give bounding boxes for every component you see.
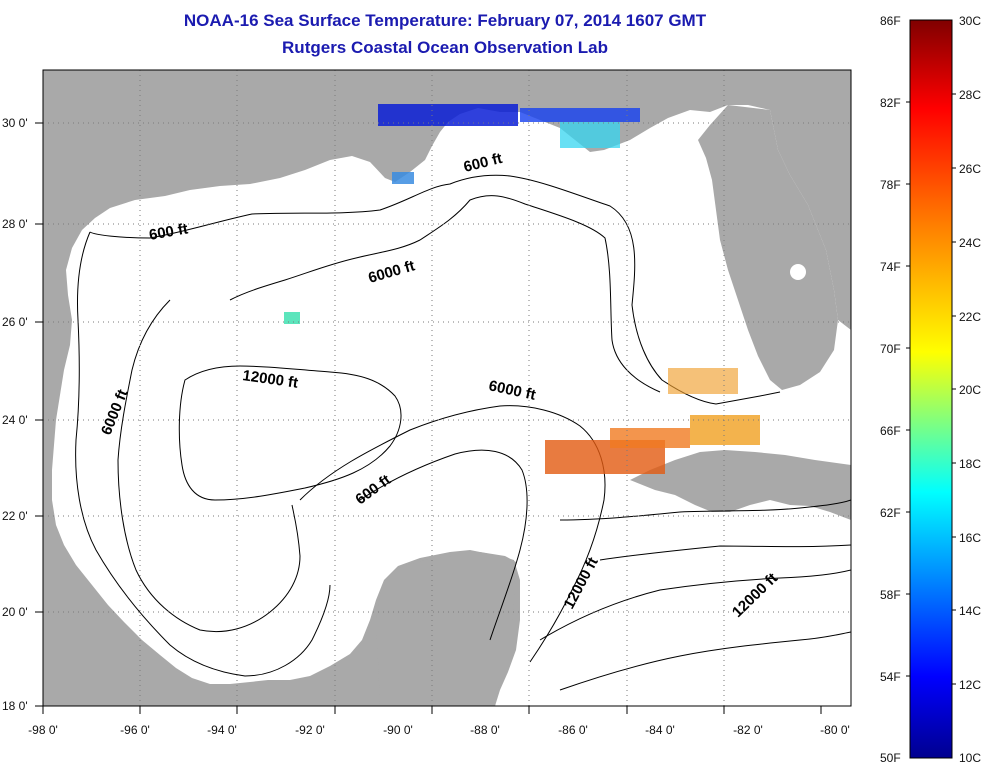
chart-title: NOAA-16 Sea Surface Temperature: Februar… bbox=[183, 11, 707, 30]
lon-label: -88 0' bbox=[470, 723, 500, 737]
lon-label: -92 0' bbox=[295, 723, 325, 737]
colorbar-label-c: 20C bbox=[959, 383, 981, 397]
colorbar-label-f: 74F bbox=[880, 260, 901, 274]
colorbar-label-c: 18C bbox=[959, 457, 981, 471]
colorbar-label-f: 66F bbox=[880, 424, 901, 438]
colorbar-label-c: 12C bbox=[959, 678, 981, 692]
colorbar-label-c: 14C bbox=[959, 604, 981, 618]
colorbar-label-f: 78F bbox=[880, 178, 901, 192]
sst-pixels-south bbox=[545, 368, 760, 474]
land-yucatan bbox=[376, 552, 516, 706]
land-florida bbox=[698, 105, 838, 390]
colorbar-label-c: 10C bbox=[959, 751, 981, 765]
axis-ticks bbox=[35, 122, 822, 714]
chart-subtitle: Rutgers Coastal Ocean Observation Lab bbox=[282, 38, 608, 57]
lon-label: -84 0' bbox=[645, 723, 675, 737]
lon-label: -82 0' bbox=[733, 723, 763, 737]
sst-pixels-north bbox=[284, 104, 640, 324]
colorbar-label-f: 54F bbox=[880, 670, 901, 684]
graticule bbox=[43, 70, 851, 706]
colorbar-label-f: 82F bbox=[880, 96, 901, 110]
lon-label: -98 0' bbox=[28, 723, 58, 737]
colorbar-label-c: 22C bbox=[959, 310, 981, 324]
lake-okeechobee bbox=[790, 264, 806, 280]
lon-label: -80 0' bbox=[820, 723, 850, 737]
colorbar-label-c: 30C bbox=[959, 14, 981, 28]
lat-label: 22 0' bbox=[2, 509, 28, 523]
land-cuba bbox=[630, 450, 851, 520]
lat-label: 26 0' bbox=[2, 315, 28, 329]
colorbar-label-f: 58F bbox=[880, 588, 901, 602]
colorbar-label-f: 50F bbox=[880, 751, 901, 765]
lon-label: -86 0' bbox=[558, 723, 588, 737]
colorbar-label-f: 70F bbox=[880, 342, 901, 356]
colorbar-label-c: 16C bbox=[959, 531, 981, 545]
colorbar-label-c: 24C bbox=[959, 236, 981, 250]
lat-label: 18 0' bbox=[2, 699, 28, 713]
lon-label: -94 0' bbox=[207, 723, 237, 737]
colorbar-label-c: 26C bbox=[959, 162, 981, 176]
lat-label: 20 0' bbox=[2, 605, 28, 619]
lon-label: -90 0' bbox=[383, 723, 413, 737]
map-border bbox=[42, 69, 852, 707]
lat-label: 30 0' bbox=[2, 116, 28, 130]
lat-label: 24 0' bbox=[2, 413, 28, 427]
colorbar-ticks bbox=[906, 93, 956, 685]
colorbar-label-c: 28C bbox=[959, 88, 981, 102]
colorbar-label-f: 62F bbox=[880, 506, 901, 520]
contour-label-600-west: 600 ft bbox=[148, 220, 190, 244]
lon-label: -96 0' bbox=[120, 723, 150, 737]
colorbar bbox=[909, 19, 953, 759]
lat-label: 28 0' bbox=[2, 217, 28, 231]
bathymetry-contours bbox=[75, 174, 851, 691]
colorbar-label-f: 86F bbox=[880, 14, 901, 28]
